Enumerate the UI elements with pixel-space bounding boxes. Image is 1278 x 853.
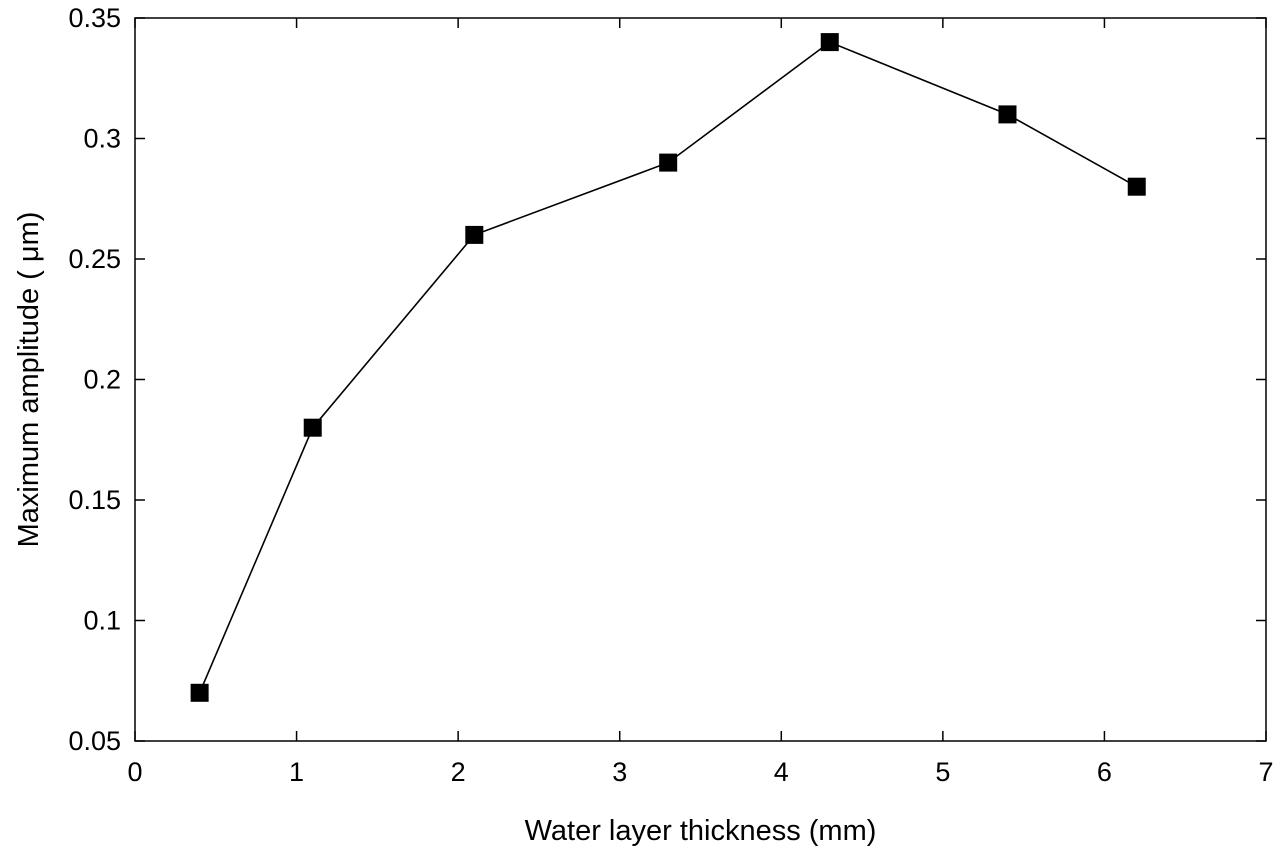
y-tick-label: 0.25 [68,244,121,274]
y-tick-label: 0.1 [83,606,121,636]
x-tick-label: 6 [1097,757,1112,787]
y-axis-label: Maximum amplitude ( μm) [13,212,45,548]
data-point-marker [190,683,209,702]
x-tick-label: 4 [774,757,789,787]
y-axis-ticks: 0.05 0.1 0.15 0.2 0.25 0.3 0.35 [68,3,1266,756]
series-line [198,41,1138,694]
plot-frame [134,17,1267,742]
x-tick-label: 2 [451,757,466,787]
x-axis-ticks: 0 1 2 3 4 5 6 7 [127,18,1274,787]
x-tick-label: 3 [612,757,627,787]
data-point-marker [659,153,678,172]
y-tick-label: 0.05 [68,726,121,756]
x-tick-label: 0 [127,757,142,787]
x-tick-label: 7 [1258,757,1273,787]
x-tick-label: 1 [289,757,304,787]
plot-area-border [134,17,1267,742]
x-axis-label: Water layer thickness (mm) [525,815,877,847]
series-layer [190,33,1146,702]
data-point-marker [303,418,322,437]
y-tick-label: 0.2 [83,365,121,395]
x-tick-label: 5 [935,757,950,787]
data-point-marker [998,105,1017,124]
y-tick-label: 0.3 [83,124,121,154]
y-tick-label: 0.35 [68,3,121,33]
data-point-marker [465,225,484,244]
data-point-marker [1127,177,1146,196]
y-tick-label: 0.15 [68,485,121,515]
data-point-marker [820,33,839,52]
